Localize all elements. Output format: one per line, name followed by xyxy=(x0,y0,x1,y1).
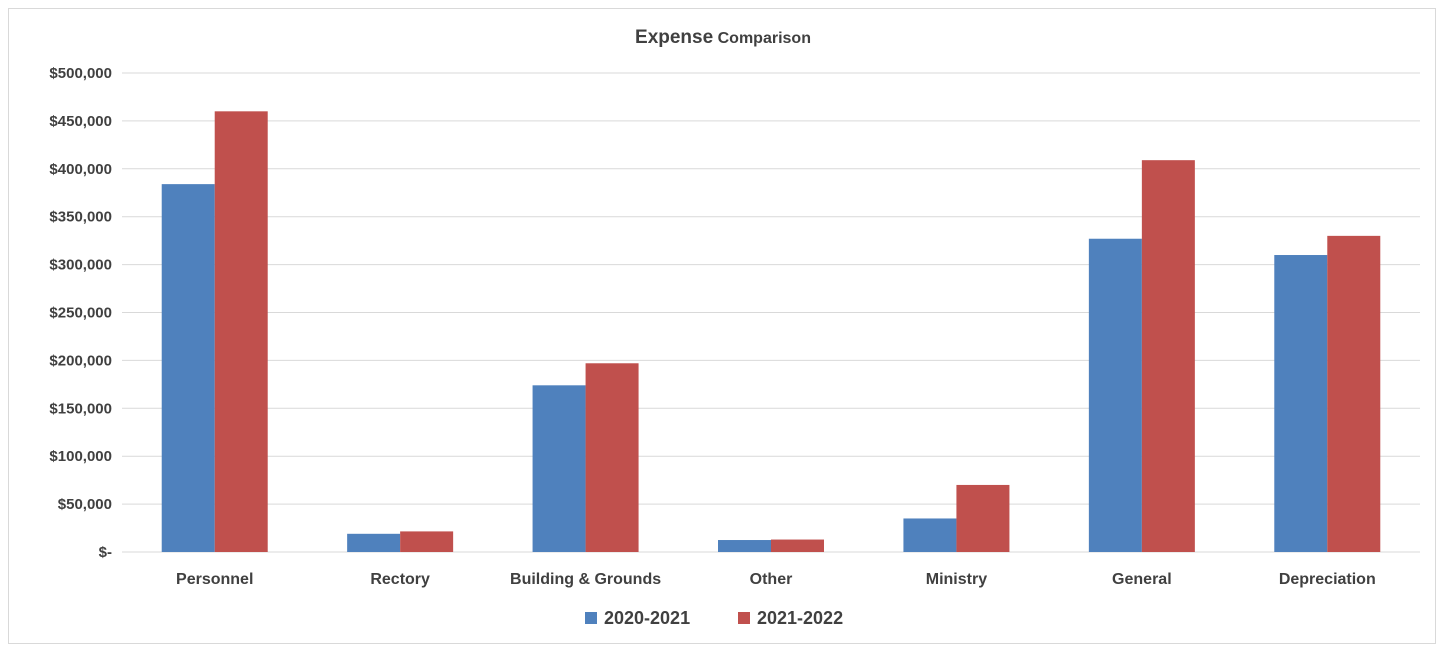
legend-swatch-2021-2022 xyxy=(738,612,750,624)
bar-2020-2021-general xyxy=(1088,238,1142,552)
bar-2021-2022-rectory xyxy=(400,531,454,552)
bar-2021-2022-personnel xyxy=(214,111,268,552)
bar-2021-2022-other xyxy=(771,539,824,552)
x-tick-label: Rectory xyxy=(370,571,430,588)
y-tick-label: $50,000 xyxy=(58,496,112,513)
bar-2020-2021-rectory xyxy=(347,533,401,552)
x-tick-label: Building & Grounds xyxy=(510,571,661,588)
x-axis-tick-labels: Personnel Rectory Building & Grounds Other M… xyxy=(176,571,1376,588)
legend-label: 2020-2021 xyxy=(604,608,690,628)
gridlines xyxy=(122,72,1420,553)
bar-2020-2021-other xyxy=(718,540,771,552)
y-tick-label: $200,000 xyxy=(49,352,112,369)
y-tick-label: $100,000 xyxy=(49,448,112,465)
y-tick-label: $400,000 xyxy=(49,161,112,178)
y-tick-label: $350,000 xyxy=(49,209,112,226)
x-tick-label: Other xyxy=(750,571,793,588)
bar-2021-2022-ministry xyxy=(956,484,1010,552)
y-tick-label: $- xyxy=(99,544,112,561)
bar-2021-2022-general xyxy=(1141,160,1195,553)
bar-2020-2021-building-grounds xyxy=(532,385,586,552)
x-tick-label: Personnel xyxy=(176,571,253,588)
y-tick-label: $450,000 xyxy=(49,113,112,130)
bar-2020-2021-personnel xyxy=(161,184,215,553)
x-tick-label: Depreciation xyxy=(1279,571,1376,588)
bar-2021-2022-depreciation xyxy=(1327,235,1381,553)
x-tick-label: General xyxy=(1112,571,1172,588)
y-tick-label: $300,000 xyxy=(49,257,112,274)
legend: 2020-2021 2021-2022 xyxy=(585,608,843,628)
y-tick-label: $150,000 xyxy=(49,400,112,417)
legend-label: 2021-2022 xyxy=(757,608,843,628)
x-tick-label: Ministry xyxy=(926,571,987,588)
legend-swatch-2020-2021 xyxy=(585,612,597,624)
bars xyxy=(161,111,1381,553)
chart-title-secondary: Comparison xyxy=(718,30,811,47)
bar-2021-2022-building-grounds xyxy=(585,363,639,552)
y-tick-label: $250,000 xyxy=(49,305,112,322)
y-axis-tick-labels: $- $50,000 $100,000 $150,000 $200,000 $250,00… xyxy=(49,65,112,561)
bar-2020-2021-ministry xyxy=(903,518,957,552)
bar-2020-2021-depreciation xyxy=(1274,255,1328,552)
chart-title-main: Expense xyxy=(635,27,713,48)
y-tick-label: $500,000 xyxy=(49,65,112,82)
chart-title: Expense Comparison xyxy=(635,27,811,48)
